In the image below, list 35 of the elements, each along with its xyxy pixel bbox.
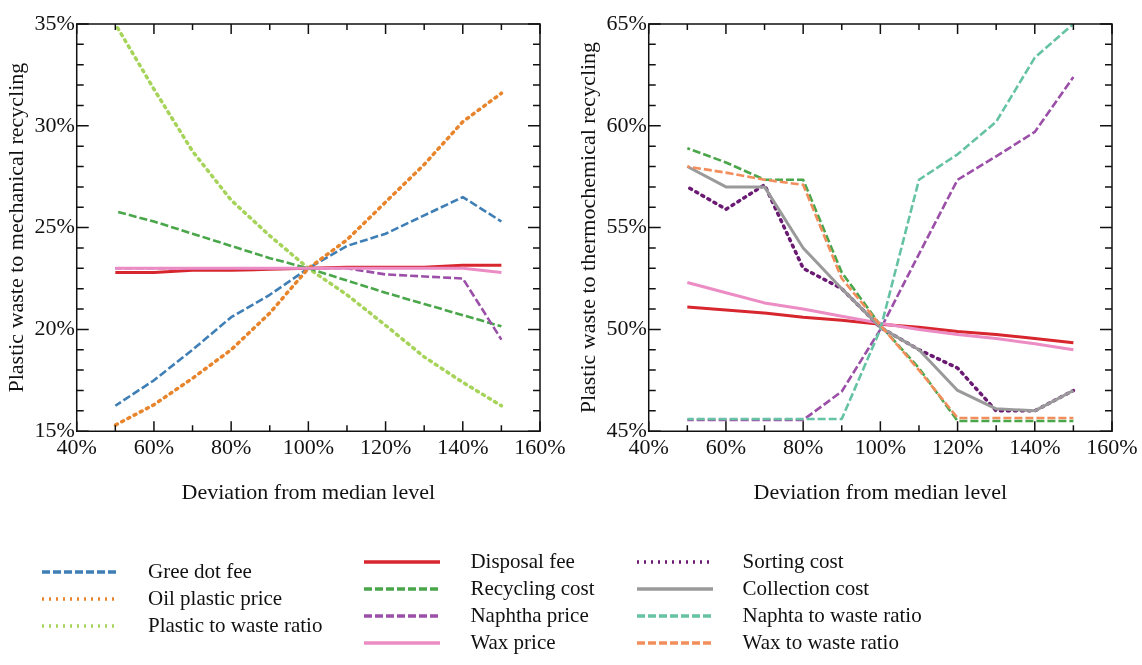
x-axis-title: Deviation from median level [753,478,1008,504]
y-axis-title: Plastic waste to thermochemical recycling [574,41,600,414]
y-tick-label: 35% [34,9,75,35]
legend-label: Collection cost [742,576,870,601]
y-tick-label: 20% [34,315,75,341]
x-tick-label: 120% [359,434,412,460]
y-tick-label: 50% [606,315,647,341]
y-tick-label: 55% [606,213,647,239]
y-tick-label: 25% [34,213,75,239]
legend-label: Oil plastic price [148,586,283,611]
x-tick-label: 120% [931,434,984,460]
x-tick-label: 80% [210,434,252,460]
legend-label: Gree dot fee [148,559,252,584]
x-tick-label: 60% [705,434,747,460]
x-tick-label: 100% [282,434,335,460]
legend-label: Disposal fee [470,549,575,574]
x-axis-title: Deviation from median level [181,478,436,504]
y-tick-label: 30% [34,111,75,137]
y-tick-label: 60% [606,111,647,137]
x-tick-label: 100% [854,434,907,460]
legend-label: Sorting cost [742,549,844,574]
legend-label: Naphta to waste ratio [742,603,922,628]
legend-label: Recycling cost [470,576,595,601]
x-tick-label: 160% [1086,434,1138,460]
x-tick-label: 160% [514,434,566,460]
x-tick-label: 80% [782,434,824,460]
legend-label: Wax to waste ratio [742,630,899,655]
legend-label: Plastic to waste ratio [148,613,323,638]
y-tick-label: 65% [606,9,647,35]
x-tick-label: 60% [133,434,175,460]
legend-label: Wax price [470,630,556,655]
x-tick-label: 140% [437,434,489,460]
legend-label: Naphtha price [470,603,589,628]
y-axis-title: Plastic waste to mechanical recycling [2,62,28,393]
x-tick-label: 140% [1009,434,1061,460]
